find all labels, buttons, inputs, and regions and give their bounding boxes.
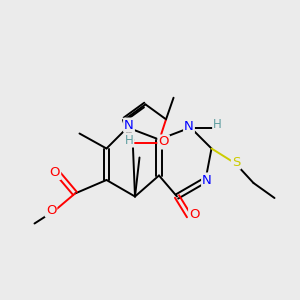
Text: N: N — [202, 173, 212, 187]
Text: S: S — [232, 155, 240, 169]
Text: O: O — [46, 203, 56, 217]
Text: O: O — [50, 166, 60, 179]
Text: N: N — [184, 119, 194, 133]
Text: O: O — [189, 208, 200, 221]
Text: H: H — [124, 134, 134, 147]
Text: H: H — [213, 118, 222, 131]
Text: N: N — [124, 118, 134, 132]
Text: O: O — [158, 136, 169, 148]
